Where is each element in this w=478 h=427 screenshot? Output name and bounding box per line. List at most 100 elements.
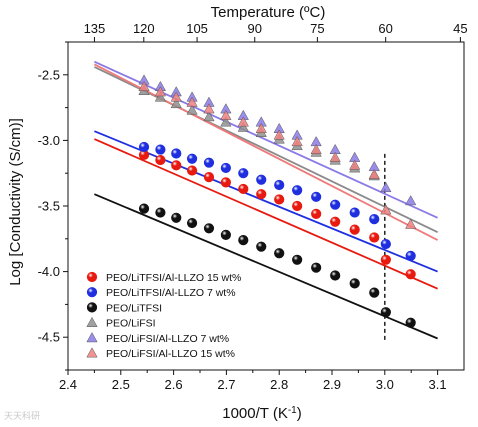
y-tick-label: -4.0 bbox=[38, 264, 60, 279]
data-point-series-2 bbox=[274, 248, 285, 259]
data-point-series-3 bbox=[220, 116, 232, 127]
data-point-series-1 bbox=[238, 168, 249, 179]
data-point-series-4 bbox=[380, 181, 392, 193]
data-point-series-5 bbox=[186, 96, 198, 107]
top-tick-label: 135 bbox=[84, 21, 106, 36]
legend-label-5: PEO/LiFSI/Al-LLZO 15 wt% bbox=[106, 348, 235, 360]
data-point-series-3 bbox=[154, 91, 167, 102]
legend-label-3: PEO/LiFSI bbox=[106, 318, 156, 330]
data-point-series-0 bbox=[155, 154, 166, 166]
x-tick-label: 2.5 bbox=[112, 377, 130, 392]
data-point-series-2 bbox=[292, 254, 303, 265]
data-point-series-5 bbox=[273, 129, 285, 140]
data-point-series-0 bbox=[274, 194, 285, 205]
data-point-series-0 bbox=[330, 216, 341, 227]
data-point-series-1 bbox=[274, 179, 285, 191]
data-point-series-2 bbox=[220, 229, 231, 240]
x-tick-label: 2.6 bbox=[165, 377, 183, 392]
data-point-series-0 bbox=[203, 172, 215, 183]
data-point-series-1 bbox=[330, 199, 341, 210]
x-tick-label: 2.8 bbox=[270, 377, 288, 392]
x-tick-label: 2.7 bbox=[217, 377, 235, 392]
data-point-series-0 bbox=[369, 232, 380, 243]
data-point-series-2 bbox=[311, 262, 322, 273]
legend-marker-3 bbox=[86, 316, 98, 328]
data-point-series-1 bbox=[155, 144, 166, 155]
data-point-series-2 bbox=[405, 317, 416, 328]
data-point-series-5 bbox=[329, 151, 341, 162]
data-point-series-2 bbox=[171, 212, 182, 223]
data-point-series-2 bbox=[369, 287, 380, 298]
data-point-series-0 bbox=[186, 165, 198, 176]
data-point-series-5 bbox=[349, 159, 361, 170]
data-point-series-2 bbox=[256, 241, 267, 252]
x-tick-label: 3.1 bbox=[429, 377, 447, 392]
data-point-series-2 bbox=[349, 278, 360, 289]
fit-line-series-0 bbox=[94, 138, 438, 290]
watermark: 天天科研 bbox=[4, 411, 41, 421]
data-point-series-0 bbox=[405, 269, 416, 280]
data-point-series-0 bbox=[380, 254, 391, 265]
top-tick-label: 120 bbox=[133, 21, 155, 36]
data-point-series-2 bbox=[138, 203, 150, 214]
y-axis-title: Log [Conductivity (S/cm)] bbox=[7, 118, 24, 286]
data-point-series-2 bbox=[380, 307, 391, 318]
fit-line-series-5 bbox=[93, 63, 439, 241]
data-point-series-1 bbox=[311, 191, 322, 202]
data-point-series-5 bbox=[380, 204, 392, 215]
data-point-series-5 bbox=[203, 103, 215, 114]
legend-marker-2 bbox=[86, 302, 98, 313]
x-tick-label: 2.9 bbox=[323, 377, 341, 392]
plot-area: 2.4 2.5 2.6 2.7 2.8 2.9 3.0 3.1 -2.5 -3.0 -3.5 -4.0… bbox=[38, 21, 468, 392]
data-point-series-2 bbox=[186, 217, 198, 229]
data-point-series-1 bbox=[349, 207, 360, 218]
legend-label-2: PEO/LiTFSI bbox=[106, 302, 162, 314]
legend-marker-0 bbox=[86, 271, 98, 283]
data-point-series-0 bbox=[220, 177, 231, 188]
data-point-series-0 bbox=[311, 208, 322, 219]
fit-line-series-2 bbox=[94, 193, 438, 340]
data-point-series-0 bbox=[238, 183, 249, 195]
top-tick-label: 75 bbox=[310, 21, 324, 36]
data-point-series-5 bbox=[291, 135, 303, 147]
data-point-series-2 bbox=[330, 270, 341, 281]
data-point-series-1 bbox=[380, 238, 391, 250]
data-point-series-5 bbox=[255, 122, 267, 134]
data-point-series-1 bbox=[405, 250, 416, 261]
legend-label-1: PEO/LiTFSI/Al-LLZO 7 wt% bbox=[106, 287, 236, 299]
data-point-series-5 bbox=[368, 168, 380, 179]
legend-label-4: PEO/LiFSI/Al-LLZO 7 wt% bbox=[106, 333, 229, 345]
data-point-series-0 bbox=[256, 189, 267, 200]
x-tick-label: 2.4 bbox=[59, 377, 77, 392]
top-tick-label: 105 bbox=[186, 21, 208, 36]
top-tick-label: 60 bbox=[378, 21, 392, 36]
data-point-series-3 bbox=[170, 97, 182, 109]
data-point-series-2 bbox=[155, 207, 166, 218]
data-point-series-5 bbox=[170, 91, 182, 102]
data-point-series-1 bbox=[203, 157, 215, 168]
x-axis-title: 1000/T (K-1) bbox=[222, 405, 302, 422]
top-axis-title: Temperature (ºC) bbox=[211, 4, 326, 21]
data-point-series-4 bbox=[405, 195, 417, 206]
data-point-series-0 bbox=[171, 160, 182, 171]
data-point-series-1 bbox=[256, 174, 267, 185]
legend-marker-5 bbox=[86, 347, 98, 358]
top-tick-label: 90 bbox=[248, 21, 262, 36]
data-point-series-5 bbox=[405, 218, 417, 229]
legend-marker-4 bbox=[86, 332, 98, 343]
data-point-series-5 bbox=[220, 109, 232, 120]
top-tick-label: 45 bbox=[453, 21, 467, 36]
data-point-series-0 bbox=[292, 200, 303, 212]
data-point-series-1 bbox=[369, 214, 380, 225]
data-point-series-2 bbox=[238, 235, 249, 246]
legend: PEO/LiTFSI/Al-LLZO 15 wt% PEO/LiTFSI/Al-L… bbox=[86, 271, 241, 360]
data-point-series-5 bbox=[237, 116, 249, 127]
data-point-series-3 bbox=[237, 121, 249, 132]
data-point-series-1 bbox=[292, 185, 303, 196]
y-tick-label: -3.0 bbox=[38, 133, 60, 148]
data-point-series-0 bbox=[349, 224, 360, 235]
data-point-series-5 bbox=[310, 143, 322, 154]
y-tick-label: -2.5 bbox=[38, 67, 60, 82]
data-point-series-1 bbox=[220, 162, 231, 174]
